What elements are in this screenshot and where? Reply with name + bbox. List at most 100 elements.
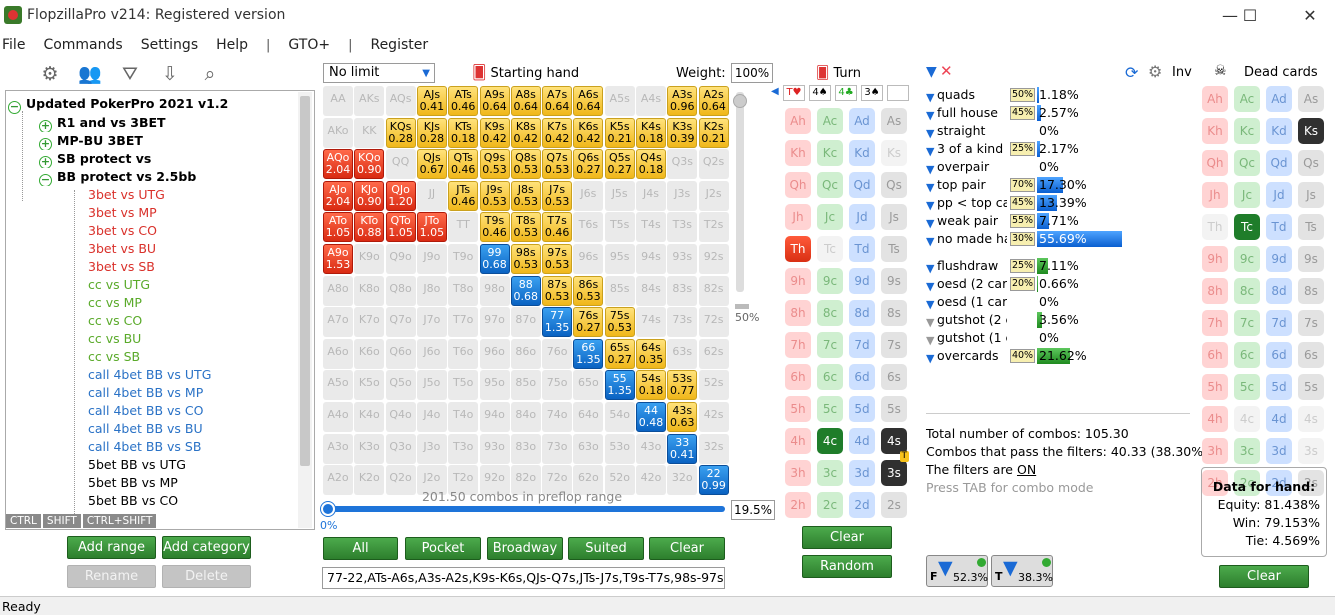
- turn-card-ah[interactable]: Ah: [785, 108, 811, 134]
- dead-card-7h[interactable]: 7h: [1202, 310, 1228, 336]
- hand-cell[interactable]: Q5o: [385, 370, 416, 401]
- hand-cell[interactable]: ATs 0.46: [448, 86, 479, 116]
- hand-cell[interactable]: 75o: [542, 370, 573, 401]
- hand-cell[interactable]: 53o: [604, 433, 635, 464]
- hand-cell[interactable]: A3o: [323, 433, 353, 464]
- hand-cell[interactable]: J7s 0.53: [542, 180, 573, 211]
- hand-cell[interactable]: Q6o: [385, 338, 416, 369]
- hand-cell[interactable]: 98o: [479, 275, 510, 306]
- hand-cell[interactable]: KTo 0.88: [354, 212, 385, 243]
- turn-card-5c[interactable]: 5c: [817, 396, 843, 422]
- hand-cell[interactable]: 86s 0.53: [573, 275, 604, 306]
- board-card-slot[interactable]: T♥: [783, 85, 805, 101]
- funnel-icon[interactable]: ▼: [926, 181, 935, 194]
- collapse-icon[interactable]: −: [39, 173, 52, 186]
- hand-cell[interactable]: 44 0.48: [636, 402, 666, 432]
- broadway-button[interactable]: Broadway: [487, 537, 563, 560]
- menu-settings[interactable]: Settings: [140, 37, 199, 53]
- funnel-icon[interactable]: ▼: [926, 334, 935, 347]
- game-type-select[interactable]: No limit: [323, 63, 435, 83]
- gear-icon[interactable]: ⚙: [1148, 62, 1163, 81]
- turn-card-6d[interactable]: 6d: [849, 364, 875, 390]
- hand-cell[interactable]: T4s: [636, 212, 666, 243]
- dead-card-8s[interactable]: 8s: [1298, 278, 1324, 304]
- import-icon[interactable]: ⇩: [162, 63, 178, 85]
- tree-item[interactable]: 3bet vs BU: [6, 240, 301, 258]
- dead-card-6d[interactable]: 6d: [1266, 342, 1292, 368]
- collapse-icon[interactable]: −: [8, 100, 21, 114]
- board-card-slot[interactable]: 3♠: [861, 85, 883, 101]
- hand-cell[interactable]: 84s: [636, 275, 666, 306]
- dead-card-ac[interactable]: Ac: [1234, 86, 1260, 112]
- hand-cell[interactable]: 62o: [573, 465, 604, 496]
- filter-row[interactable]: ▼ weak pair 55% 7.71%: [926, 212, 1079, 230]
- hand-cell[interactable]: JTs 0.46: [448, 180, 479, 211]
- hand-cell[interactable]: Q9s 0.53: [479, 149, 510, 180]
- hand-cell[interactable]: A9o 1.53: [323, 244, 353, 274]
- dead-card-7d[interactable]: 7d: [1266, 310, 1292, 336]
- weight-input[interactable]: 100%: [731, 63, 773, 83]
- hand-cell[interactable]: 94s: [636, 244, 666, 274]
- hand-cell[interactable]: T5o: [448, 370, 479, 401]
- funnel-icon[interactable]: ▼: [926, 235, 935, 248]
- filter-row[interactable]: ▼ overpair 0%: [926, 158, 1059, 176]
- hand-cell[interactable]: Q2s: [698, 149, 729, 180]
- rename-button[interactable]: Rename: [67, 565, 156, 588]
- hand-cell[interactable]: A2s 0.64: [698, 86, 729, 116]
- hand-cell[interactable]: 53s 0.77: [667, 370, 698, 401]
- hand-cell[interactable]: Q8s 0.53: [510, 149, 541, 180]
- turn-card-qc[interactable]: Qc: [817, 172, 843, 198]
- turn-card-3s[interactable]: 3s T: [881, 451, 909, 486]
- hand-cell[interactable]: A3s 0.96: [667, 86, 698, 116]
- dead-card-ad[interactable]: Ad: [1266, 86, 1292, 112]
- hand-cell[interactable]: 72o: [542, 465, 573, 496]
- tree-item[interactable]: call 4bet BB vs UTG: [6, 366, 301, 384]
- dead-card-3c[interactable]: 3c: [1234, 438, 1260, 464]
- hand-cell[interactable]: J6s: [573, 180, 604, 211]
- dead-card-7s[interactable]: 7s: [1298, 310, 1324, 336]
- board-card-slot[interactable]: 4♠: [809, 85, 831, 101]
- dead-card-9c[interactable]: 9c: [1234, 246, 1260, 272]
- funnel-icon[interactable]: ▼: [926, 280, 935, 293]
- hand-cell[interactable]: Q7s 0.53: [542, 149, 573, 180]
- hand-cell[interactable]: 87s 0.53: [542, 275, 573, 306]
- hand-cell[interactable]: 72s: [698, 307, 729, 338]
- menu-file[interactable]: File: [2, 37, 26, 53]
- hand-cell[interactable]: 73s: [667, 307, 698, 338]
- dead-card-8d[interactable]: 8d: [1266, 278, 1292, 304]
- hand-cell[interactable]: 62s: [698, 338, 729, 369]
- tree-item[interactable]: + R1 and vs 3BET: [6, 114, 301, 132]
- filter-row[interactable]: ▼ 3 of a kind 25% 2.17%: [926, 140, 1079, 158]
- hand-cell[interactable]: KJo 0.90: [354, 180, 385, 211]
- dead-card-8h[interactable]: 8h: [1202, 278, 1228, 304]
- hand-cell[interactable]: K3o: [354, 433, 385, 464]
- hand-cell[interactable]: 77 1.35: [542, 307, 573, 338]
- hand-cell[interactable]: 54o: [604, 402, 635, 432]
- hand-cell[interactable]: T3s: [667, 212, 698, 243]
- turn-card-5d[interactable]: 5d: [849, 396, 875, 422]
- filter-icon[interactable]: ▼: [926, 64, 937, 80]
- dead-card-8c[interactable]: 8c: [1234, 278, 1260, 304]
- hand-cell[interactable]: K2o: [354, 465, 385, 496]
- filters-toggle[interactable]: ON: [1016, 462, 1037, 477]
- turn-card-4s[interactable]: 4s: [881, 428, 907, 454]
- hand-cell[interactable]: 97o: [479, 307, 510, 338]
- turn-card-kh[interactable]: Kh: [785, 140, 811, 166]
- hand-cell[interactable]: J4s: [636, 180, 666, 211]
- expand-icon[interactable]: +: [39, 119, 52, 132]
- turn-card-2s[interactable]: 2s: [881, 492, 907, 518]
- hand-cell[interactable]: KQs 0.28: [385, 117, 416, 148]
- filter-plus-icon[interactable]: ⛛: [122, 63, 138, 85]
- dead-card-td[interactable]: Td: [1266, 214, 1292, 240]
- hand-cell[interactable]: KQo 0.90: [354, 149, 385, 180]
- tree-item[interactable]: 5bet BB vs CO: [6, 492, 301, 510]
- turn-card-3d[interactable]: 3d: [849, 460, 875, 486]
- hand-cell[interactable]: 85s: [604, 275, 635, 306]
- filter-weight[interactable]: 25%: [1010, 259, 1035, 273]
- hand-cell[interactable]: K4o: [354, 402, 385, 432]
- hand-cell[interactable]: 86o: [510, 338, 541, 369]
- arrow-left-icon[interactable]: ◀: [771, 86, 779, 97]
- hand-cell[interactable]: A8s 0.64: [510, 86, 541, 116]
- hand-cell[interactable]: 74o: [542, 402, 573, 432]
- dead-card-7c[interactable]: 7c: [1234, 310, 1260, 336]
